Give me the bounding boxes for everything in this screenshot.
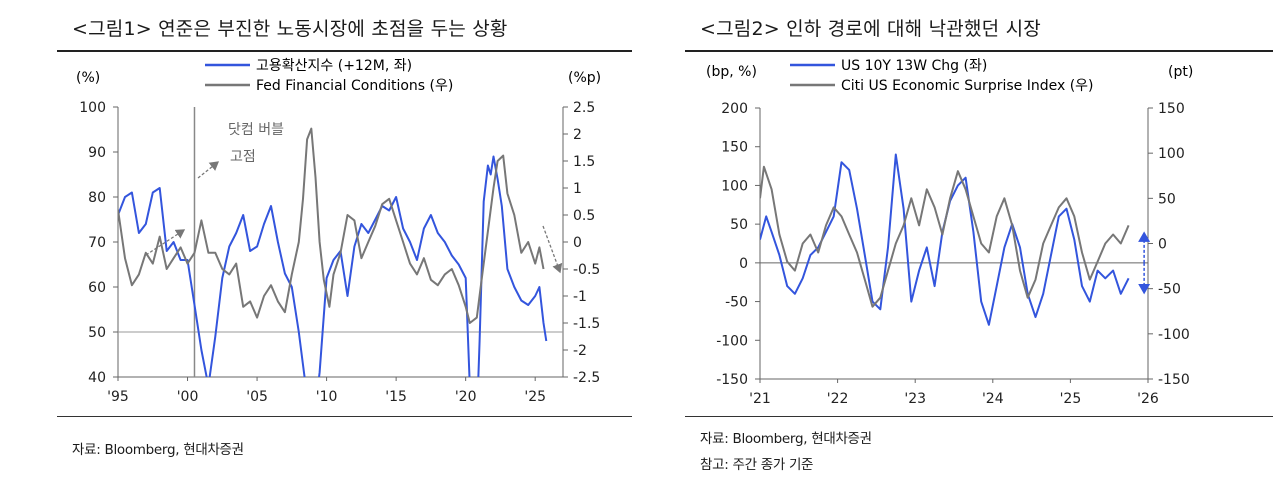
- axes-2: -150 -100 -50 0 50 100 150 200 -150 -100 -50 0 50 100…: [716, 101, 1190, 407]
- chart-panel-1: <그림1> 연준은 부진한 노동시장에 초점을 두는 상황 (%) (%p) 고…: [57, 18, 632, 458]
- series-group-1: [118, 107, 563, 377]
- left-unit-label-1: (%): [76, 70, 100, 86]
- left-tick-label: 100: [79, 100, 106, 116]
- x-tick-label: '24: [982, 391, 1004, 407]
- bottom-rule-2: [685, 416, 1273, 417]
- annotation-dotcom: 닷컴 버블: [228, 122, 284, 138]
- right-tick-label: -100: [1158, 327, 1190, 343]
- left-unit-label-2: (bp, %): [706, 64, 757, 80]
- annotation-peak: 고점: [230, 149, 256, 165]
- source-note-1: 자료: Bloomberg, 현대차증권: [72, 442, 244, 458]
- x-tick-label: '15: [385, 389, 407, 405]
- right-tick-label: 0: [1158, 237, 1167, 253]
- left-tick-label: 40: [88, 370, 106, 386]
- annotations-1: [145, 161, 563, 274]
- x-tick-label: '20: [455, 389, 477, 405]
- bottom-rule-1: [57, 416, 632, 417]
- right-tick-label: 0.5: [573, 208, 595, 224]
- x-tick-label: '26: [1137, 391, 1159, 407]
- x-tick-label: '25: [524, 389, 546, 405]
- title-rule-1: [57, 50, 632, 52]
- left-tick-label: 80: [88, 190, 106, 206]
- x-tick-label: '00: [177, 389, 199, 405]
- series-line-left: [118, 155, 548, 377]
- right-tick-label: 100: [1158, 146, 1185, 162]
- series-line-right: [760, 165, 1130, 308]
- series-group-2: [760, 153, 1148, 326]
- legend-label-us10y: US 10Y 13W Chg (좌): [841, 58, 987, 74]
- right-tick-label: 2: [573, 127, 582, 143]
- dotcom-arrow: [197, 161, 220, 179]
- trend-down-arrow: [542, 225, 563, 274]
- left-tick-label: 0: [739, 256, 748, 272]
- left-tick-label: -50: [725, 295, 748, 311]
- left-tick-label: 70: [88, 235, 106, 251]
- chart-title-2: <그림2> 인하 경로에 대해 낙관했던 시장: [700, 18, 1041, 40]
- right-tick-label: 150: [1158, 101, 1185, 117]
- line-chart-1: (%) (%p) 고용확산지수 (+12M, 좌) Fed Financial …: [76, 58, 601, 405]
- legend-label-fci: Fed Financial Conditions (우): [256, 78, 453, 94]
- x-tick-label: '25: [1060, 391, 1082, 407]
- series-line-left: [760, 153, 1130, 326]
- x-tick-label: '21: [749, 391, 771, 407]
- x-tick-label: '95: [107, 389, 129, 405]
- chart-panel-2: <그림2> 인하 경로에 대해 낙관했던 시장 (bp, %) (pt) US …: [640, 0, 1280, 489]
- right-tick-label: 50: [1158, 191, 1176, 207]
- left-tick-label: 150: [721, 140, 748, 156]
- right-tick-label: 1.5: [573, 154, 595, 170]
- right-tick-label: -0.5: [573, 262, 600, 278]
- right-unit-label-1: (%p): [568, 70, 601, 86]
- right-tick-label: -1: [573, 289, 587, 305]
- line-chart-2: (bp, %) (pt) US 10Y 13W Chg (좌) Citi US …: [706, 58, 1193, 407]
- left-tick-label: -150: [716, 372, 748, 388]
- x-tick-label: '23: [904, 391, 926, 407]
- trend-up-arrow: [145, 229, 186, 256]
- series-line-right: [118, 127, 545, 324]
- legend-label-citi: Citi US Economic Surprise Index (우): [841, 78, 1094, 94]
- source-note-2: 자료: Bloomberg, 현대차증권: [700, 431, 872, 447]
- chart-title-1: <그림1> 연준은 부진한 노동시장에 초점을 두는 상황: [72, 18, 508, 40]
- left-tick-label: 60: [88, 280, 106, 296]
- x-tick-label: '22: [827, 391, 849, 407]
- reference-note-2: 참고: 주간 종가 기준: [700, 457, 814, 473]
- title-rule-2: [685, 50, 1273, 52]
- legend-label-employment: 고용확산지수 (+12M, 좌): [256, 58, 412, 74]
- right-tick-label: -50: [1158, 282, 1181, 298]
- right-tick-label: 0: [573, 235, 582, 251]
- right-tick-label: -2: [573, 343, 587, 359]
- right-tick-label: 1: [573, 181, 582, 197]
- x-tick-label: '05: [246, 389, 268, 405]
- right-tick-label: 2.5: [573, 100, 595, 116]
- x-tick-label: '10: [316, 389, 338, 405]
- left-tick-label: 100: [721, 178, 748, 194]
- left-tick-label: 200: [721, 101, 748, 117]
- right-tick-label: -1.5: [573, 316, 600, 332]
- left-tick-label: 90: [88, 145, 106, 161]
- right-tick-label: -2.5: [573, 370, 600, 386]
- right-unit-label-2: (pt): [1168, 64, 1193, 80]
- left-tick-label: 50: [730, 217, 748, 233]
- right-tick-label: -150: [1158, 372, 1190, 388]
- left-tick-label: 50: [88, 325, 106, 341]
- left-tick-label: -100: [716, 333, 748, 349]
